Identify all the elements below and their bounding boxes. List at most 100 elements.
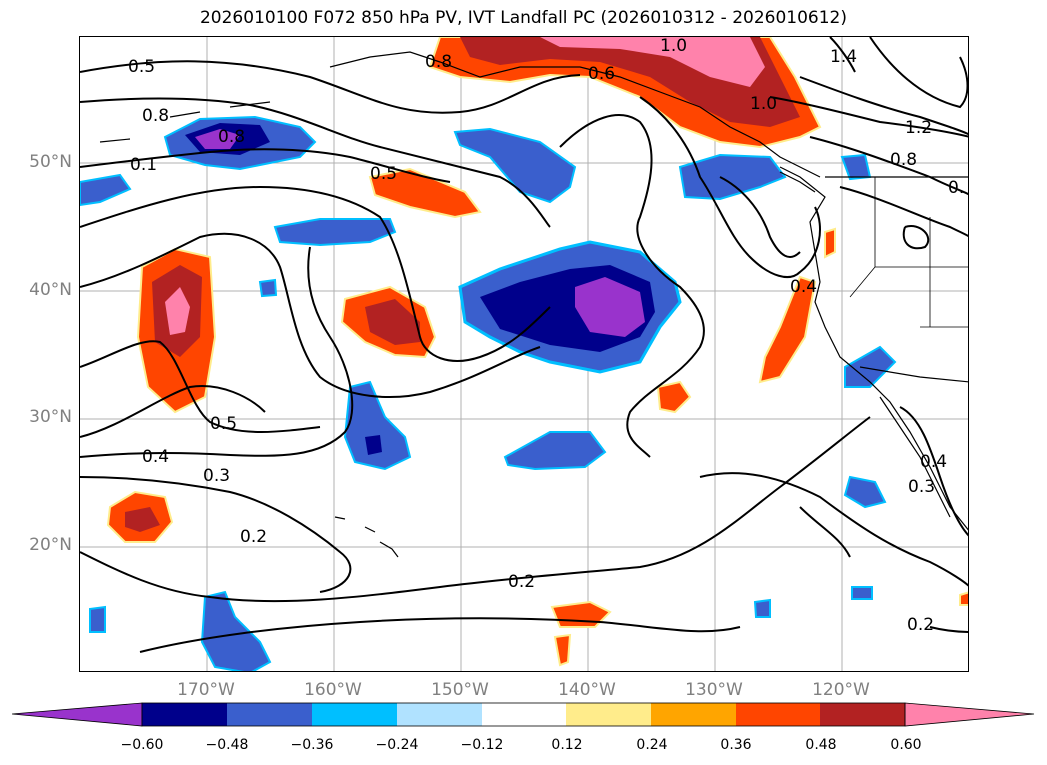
- contour-label: 0.8: [142, 106, 169, 126]
- contour-label: 1.0: [660, 37, 687, 56]
- pv-negative-east-2: [844, 345, 897, 388]
- colorbar: [12, 702, 1035, 727]
- pv-negative-east-1: [843, 475, 887, 509]
- vancouver-island: [779, 171, 816, 193]
- colorbar-segment: [651, 703, 736, 726]
- contour-label: 0.5: [210, 414, 237, 434]
- lat-label: 40°N: [29, 280, 72, 300]
- contour-label: 0.2: [240, 527, 267, 547]
- pv-negative-east-3: [840, 153, 872, 181]
- colorbar-segment: [12, 702, 143, 727]
- contour-label: 0.6: [588, 64, 615, 84]
- pv-negative-south: [343, 380, 412, 471]
- colorbar-segment: [312, 703, 397, 726]
- contour-label: 1.0: [750, 94, 777, 114]
- colorbar-tick-label: −0.60: [120, 737, 164, 753]
- pv-positive-southwest-core: [125, 507, 160, 532]
- colorbar-tick-label: 0.12: [551, 737, 583, 753]
- contour-outer-2: [80, 232, 541, 398]
- contour-label: 0.: [948, 178, 964, 198]
- contour-05-mid: [80, 340, 321, 433]
- pv-positive-south-2: [553, 633, 572, 667]
- ar-coastal-streak: [758, 275, 817, 384]
- contour-label: 0.1: [130, 155, 157, 175]
- map-panel: 0.5 0.8 0.1 0.8 0.5 0.8 0.6 1.0 1.0 1.2 …: [79, 36, 969, 672]
- pv-negative-small-1: [503, 431, 607, 471]
- contour-05-north: [80, 60, 581, 114]
- contour-labels: 0.5 0.8 0.1 0.8 0.5 0.8 0.6 1.0 1.0 1.2 …: [128, 37, 964, 635]
- contour-03: [80, 385, 266, 438]
- colorbar-segment: [482, 703, 566, 726]
- colorbar-segment: [736, 703, 820, 726]
- pv-negative-bottom-left-2: [89, 605, 106, 633]
- pv-negative-west-edge: [80, 173, 132, 207]
- pv-positive-south: [550, 600, 612, 628]
- pv-negative-central-peak: [575, 277, 645, 337]
- contour-04: [80, 246, 354, 458]
- contour-coast-1: [639, 96, 821, 278]
- contour-label: 0.2: [907, 615, 934, 635]
- lon-label: 170°W: [177, 680, 235, 700]
- contours: [80, 37, 968, 653]
- map-canvas: 0.5 0.8 0.1 0.8 0.5 0.8 0.6 1.0 1.0 1.2 …: [80, 37, 968, 671]
- colorbar-tick-label: −0.36: [290, 737, 334, 753]
- colorbar-tick-label: −0.48: [205, 737, 249, 753]
- lon-label: 140°W: [558, 680, 616, 700]
- us-mexico-border: [859, 366, 968, 383]
- colorbar-tick-label: −0.12: [460, 737, 504, 753]
- alaska-coast: [329, 51, 821, 178]
- contour-label: 0.8: [425, 52, 452, 72]
- contour-02-east: [799, 506, 968, 633]
- coastlines: [99, 51, 968, 558]
- contour-08-east: [809, 136, 968, 196]
- contour-loop-right: [902, 225, 930, 250]
- contour-ne-loop: [869, 37, 968, 109]
- colorbar-outline: [141, 702, 906, 727]
- map-title: 2026010100 F072 850 hPa PV, IVT Landfall…: [199, 8, 847, 28]
- pv-negative-strip: [273, 218, 397, 247]
- shaded-regions: [80, 37, 968, 671]
- contour-label: 0.4: [142, 447, 169, 467]
- contour-label: 0.8: [218, 127, 245, 147]
- colorbar-tick-label: 0.48: [805, 737, 837, 753]
- pv-positive-north-central: [368, 167, 482, 219]
- colorbar-tick-label: 0.24: [636, 737, 668, 753]
- colorbar-segment: [227, 703, 312, 726]
- hawaii-islands: [334, 516, 399, 558]
- colorbar-tick-label: 0.60: [890, 737, 922, 753]
- contour-label: 0.4: [920, 452, 947, 472]
- contour-0-bottom: [139, 617, 741, 653]
- contour-14: [829, 37, 856, 73]
- pv-negative-north: [453, 127, 577, 204]
- contour-02-inner: [80, 476, 352, 593]
- state-lines: [849, 177, 968, 328]
- lat-label: 30°N: [29, 407, 72, 427]
- contour-label: 0.2: [508, 572, 535, 592]
- colorbar-segment: [142, 703, 227, 726]
- ar-small-blob-3: [959, 591, 968, 606]
- pv-negative-bottom-left: [200, 590, 272, 671]
- baja-peninsula: [879, 396, 951, 518]
- lon-label: 120°W: [812, 680, 870, 700]
- contour-08: [80, 97, 551, 228]
- contour-label: 1.2: [905, 118, 932, 138]
- contour-coast-2: [719, 176, 801, 258]
- contour-0-east: [839, 186, 968, 238]
- contour-outer-1: [80, 185, 551, 362]
- contour-label: 1.4: [830, 47, 857, 67]
- lat-label: 50°N: [29, 152, 72, 172]
- contour-03-east: [699, 472, 968, 587]
- pv-negative-coast: [678, 153, 787, 201]
- na-west-coast: [779, 166, 968, 531]
- contour-1-east: [769, 96, 968, 138]
- contour-label: 0.3: [908, 477, 935, 497]
- colorbar-tick-label: 0.36: [720, 737, 752, 753]
- colorbar-segment: [397, 703, 482, 726]
- contour-label: 0.5: [370, 164, 397, 184]
- pv-negative-south-core: [365, 435, 382, 455]
- ar-small-blob-1: [656, 380, 692, 414]
- contour-01-west: [80, 148, 451, 183]
- ar-region-north-peak: [540, 37, 765, 87]
- pv-negative-tiny-1: [258, 278, 278, 298]
- colorbar-segment: [566, 703, 651, 726]
